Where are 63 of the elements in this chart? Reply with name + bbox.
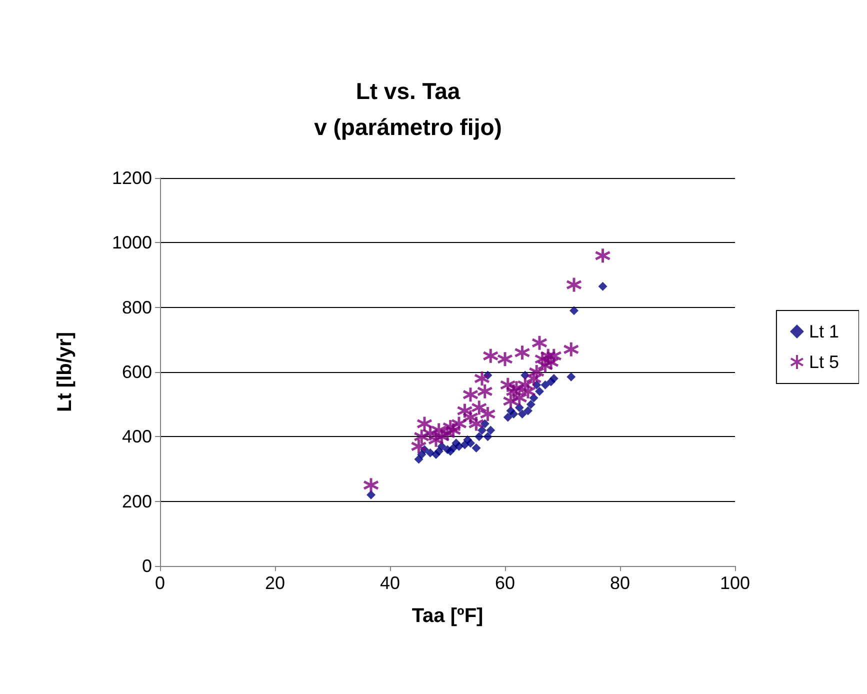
point [549, 374, 558, 383]
point [598, 282, 608, 291]
legend-label: Lt 5 [808, 352, 840, 372]
point [472, 443, 481, 452]
y-tick-label: 1000 [112, 232, 152, 253]
point [414, 454, 424, 464]
point [520, 383, 536, 400]
point [410, 438, 427, 455]
point [518, 410, 527, 419]
x-tick-label: 0 [154, 573, 166, 593]
point [476, 383, 494, 400]
y-tick-label: 0 [142, 556, 152, 576]
point [566, 276, 582, 293]
point [529, 393, 538, 402]
point [503, 412, 512, 422]
point [474, 432, 484, 442]
y-tick-label: 800 [122, 297, 152, 318]
point [362, 476, 380, 494]
x-tick-label: 40 [380, 573, 400, 593]
x-tick-label: 100 [720, 573, 750, 593]
point [570, 306, 578, 316]
point [482, 348, 499, 364]
point [445, 422, 462, 438]
point [366, 490, 376, 500]
point [480, 419, 490, 428]
point [496, 350, 514, 368]
point [483, 432, 492, 442]
point [594, 247, 611, 264]
point [486, 426, 496, 435]
point [526, 370, 542, 387]
x-axis-title: Taa [ºF] [412, 605, 484, 627]
point [528, 364, 545, 380]
y-tick-label: 400 [122, 426, 152, 447]
legend-label: Lt 1 [808, 322, 840, 342]
point [516, 376, 534, 394]
point [531, 334, 548, 352]
x-tick-label: 80 [610, 573, 630, 593]
point [450, 415, 468, 432]
point [514, 403, 524, 412]
y-tick-label: 1200 [112, 168, 152, 188]
point [466, 438, 475, 448]
point [562, 341, 580, 358]
x-tick-label: 20 [264, 573, 286, 593]
point [502, 392, 519, 410]
point [416, 415, 433, 432]
chart-title: Lt vs. Taa v (parámetro fijo) [314, 78, 502, 140]
point [462, 386, 479, 403]
point [437, 442, 446, 451]
point [413, 428, 430, 445]
x-tick-label: 60 [494, 573, 516, 593]
point [526, 400, 536, 409]
point [535, 386, 544, 396]
point [509, 410, 518, 419]
point [540, 380, 550, 390]
y-tick-label: 200 [122, 491, 152, 512]
point [514, 344, 530, 361]
point [524, 406, 532, 416]
y-axis-title: Lt [lb/yr] [54, 332, 76, 412]
point [474, 370, 490, 387]
point [442, 418, 459, 436]
point [454, 442, 464, 451]
point [566, 372, 576, 382]
y-tick-label: 600 [122, 362, 152, 382]
